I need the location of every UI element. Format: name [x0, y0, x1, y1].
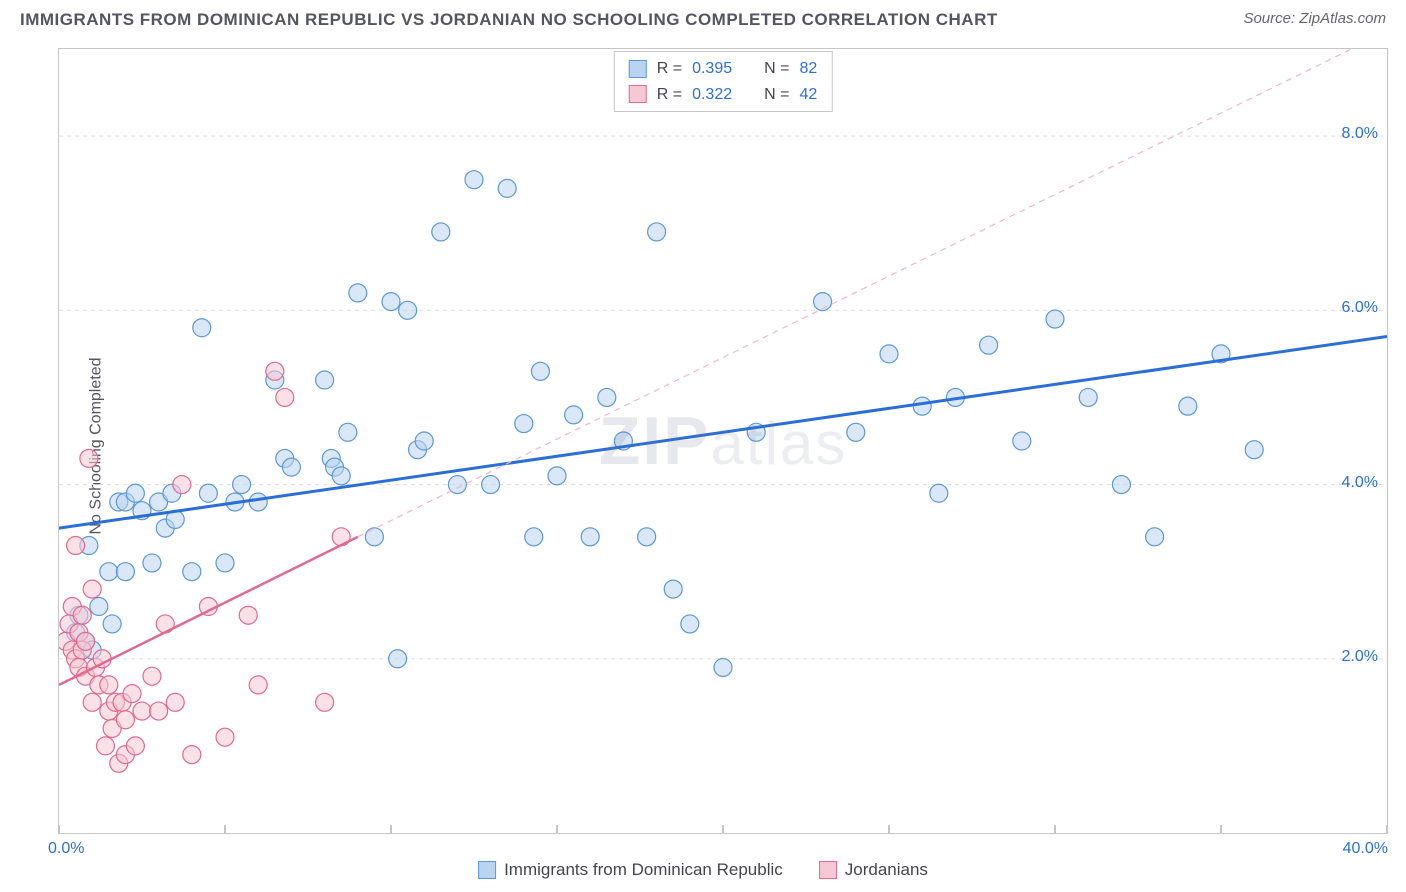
- y-tick-label: 2.0%: [1342, 648, 1378, 666]
- legend-n-value-2: 42: [799, 82, 817, 108]
- legend-swatch-pink: [629, 85, 647, 103]
- x-axis-min: 0.0%: [48, 840, 84, 858]
- legend-swatch-pink: [819, 861, 837, 879]
- legend-n-label: N =: [764, 56, 789, 82]
- legend-n-value-1: 82: [799, 56, 817, 82]
- y-tick-label: 8.0%: [1342, 125, 1378, 143]
- legend-stats-row-1: R = 0.395 N = 82: [629, 56, 818, 82]
- legend-swatch-blue: [629, 60, 647, 78]
- legend-swatch-blue: [478, 861, 496, 879]
- legend-item-dominican: Immigrants from Dominican Republic: [478, 860, 783, 880]
- legend-r-label: R =: [657, 82, 682, 108]
- source-label: Source: ZipAtlas.com: [1243, 10, 1386, 27]
- legend-stats: R = 0.395 N = 82 R = 0.322 N = 42: [614, 51, 833, 112]
- legend-series: Immigrants from Dominican Republic Jorda…: [478, 860, 928, 880]
- scatter-svg: [59, 49, 1387, 833]
- legend-label-dominican: Immigrants from Dominican Republic: [504, 860, 783, 880]
- legend-label-jordanian: Jordanians: [845, 860, 928, 880]
- plot-area: R = 0.395 N = 82 R = 0.322 N = 42 ZIPatl…: [58, 48, 1388, 834]
- y-tick-label: 4.0%: [1342, 474, 1378, 492]
- legend-r-label: R =: [657, 56, 682, 82]
- legend-r-value-1: 0.395: [692, 56, 732, 82]
- legend-stats-row-2: R = 0.322 N = 42: [629, 82, 818, 108]
- legend-r-value-2: 0.322: [692, 82, 732, 108]
- chart-title: IMMIGRANTS FROM DOMINICAN REPUBLIC VS JO…: [20, 10, 998, 30]
- x-axis-max: 40.0%: [1343, 840, 1388, 858]
- legend-item-jordanian: Jordanians: [819, 860, 928, 880]
- y-tick-label: 6.0%: [1342, 299, 1378, 317]
- legend-n-label: N =: [764, 82, 789, 108]
